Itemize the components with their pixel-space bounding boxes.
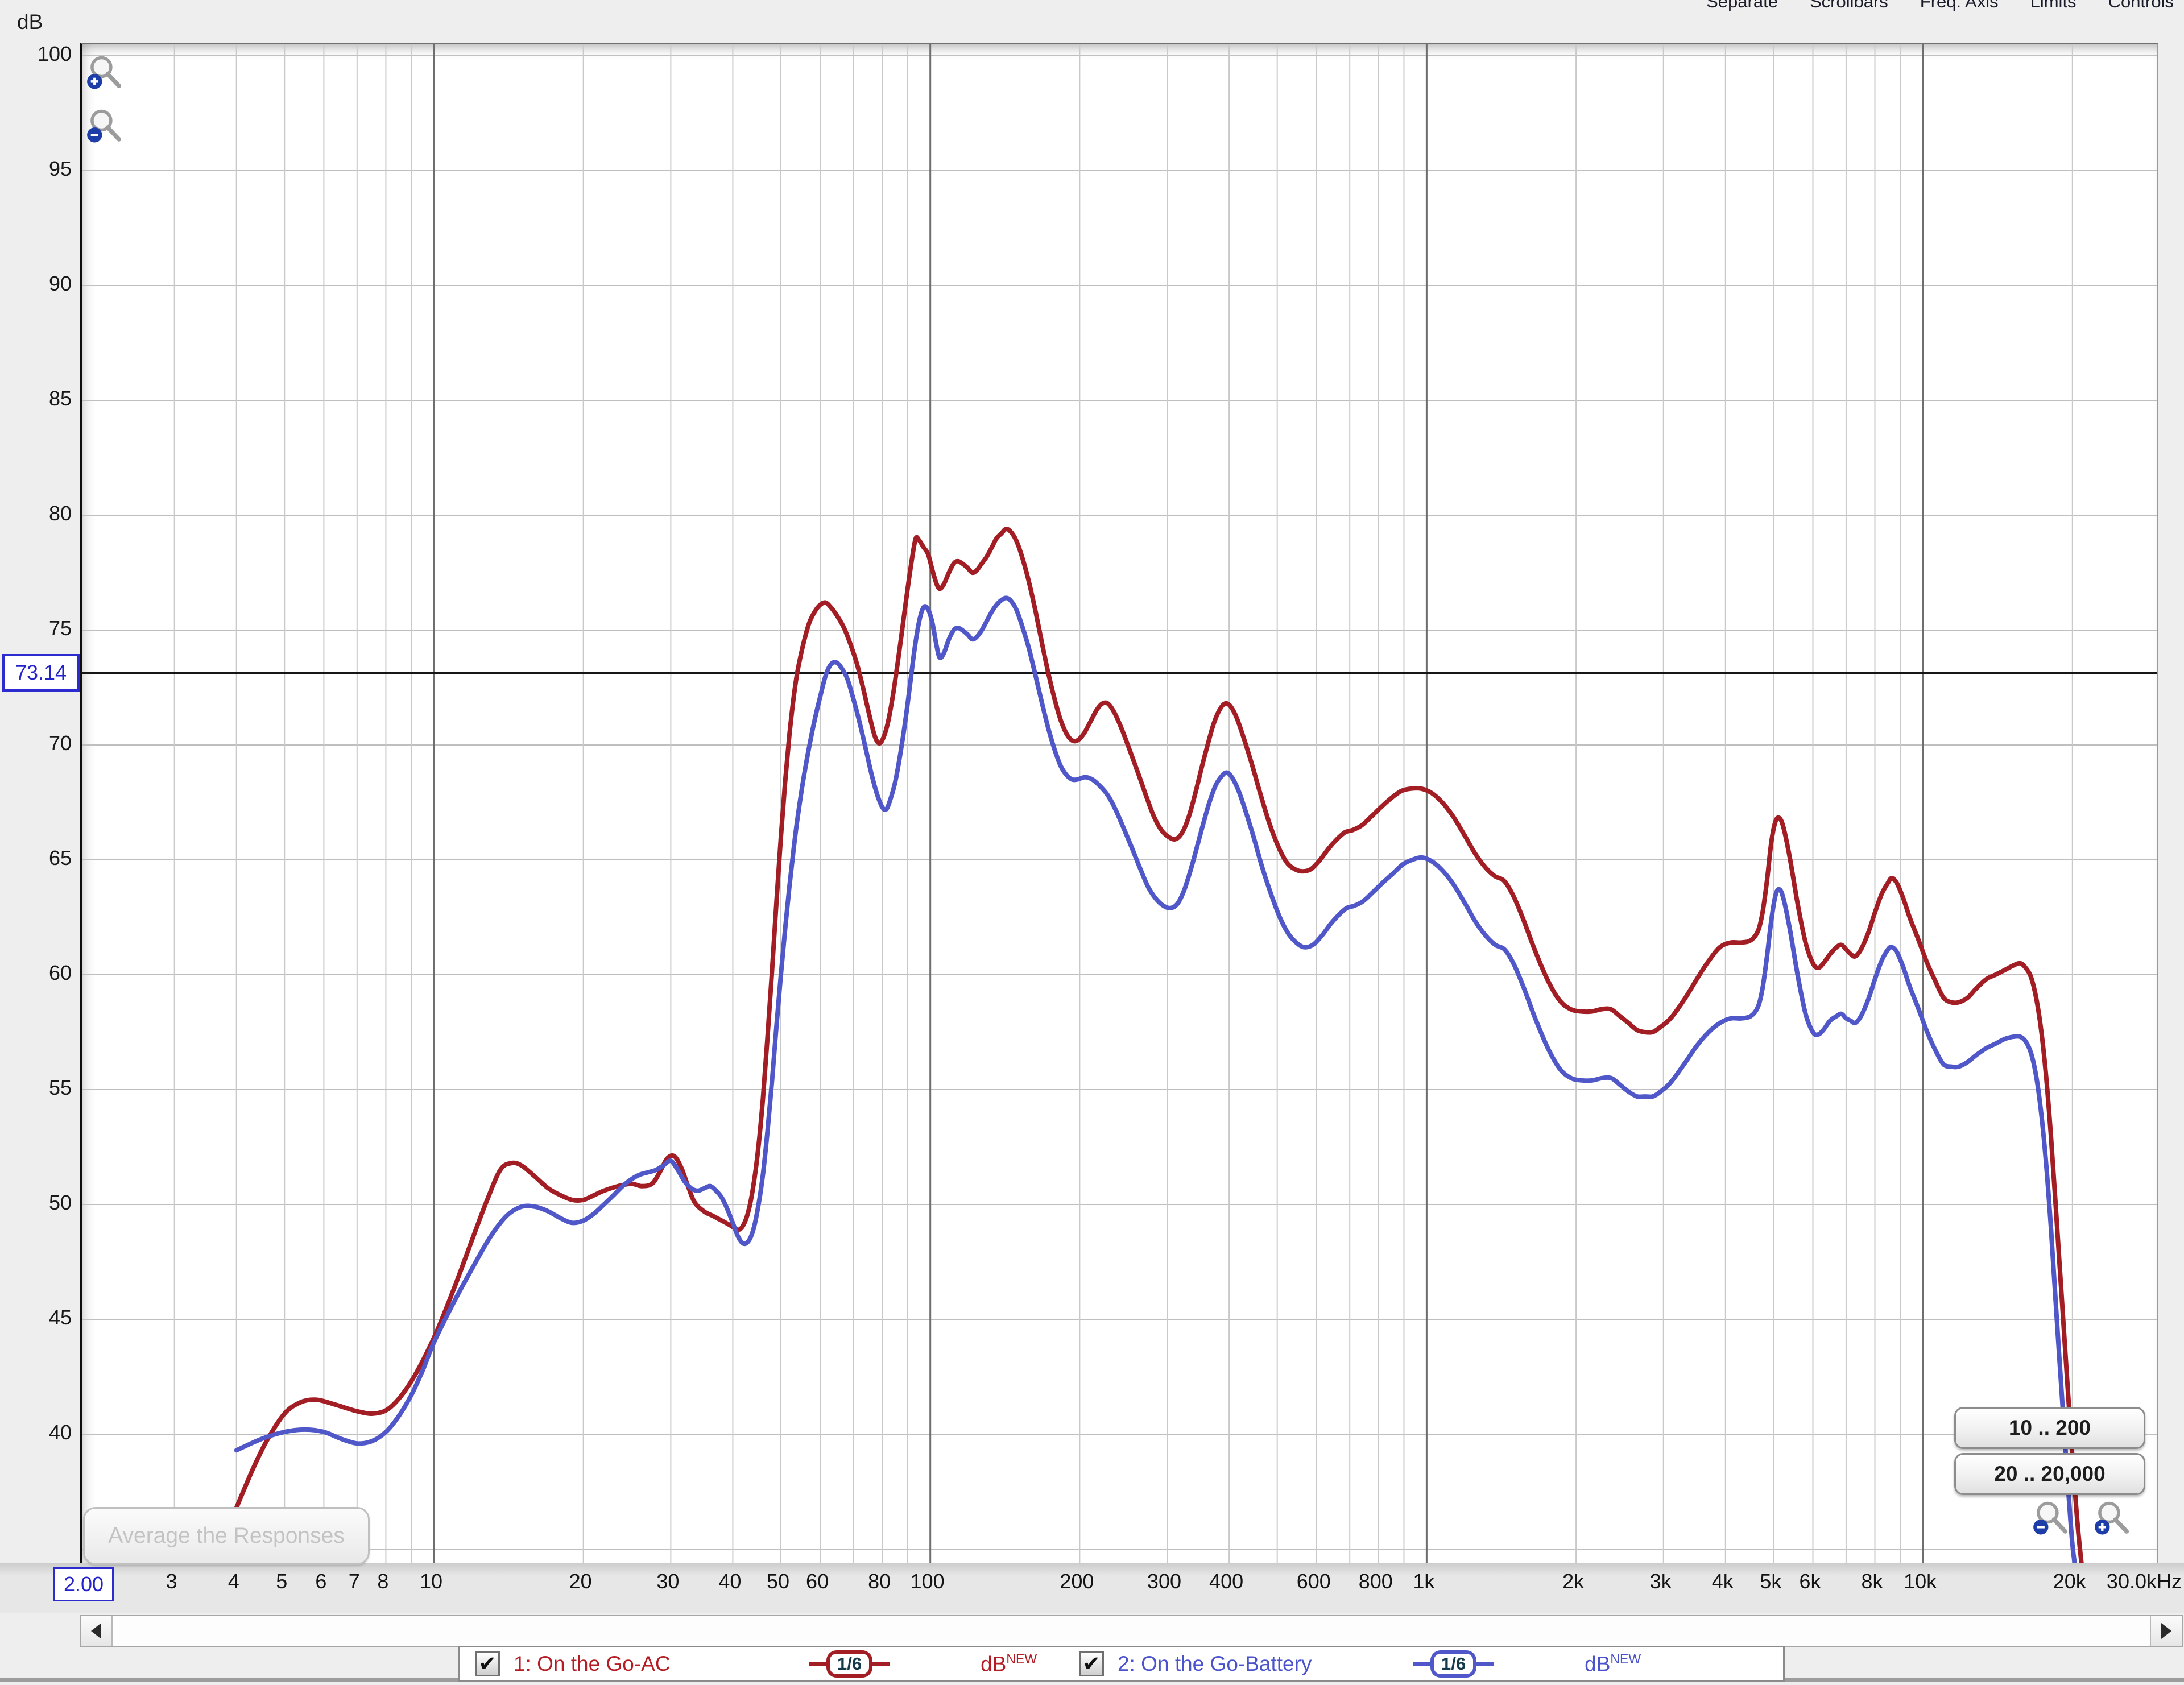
trace-label[interactable]: 2: On the Go-Battery (1118, 1652, 1312, 1675)
y-tick-label: 80 (48, 502, 72, 525)
x-tick-label: 5 (276, 1570, 288, 1593)
average-responses-button[interactable]: Average the Responses (83, 1507, 370, 1565)
x-tick-label: 3k (1649, 1570, 1672, 1593)
range-20-20000-button[interactable]: 20 .. 20,000 (1954, 1453, 2145, 1495)
x-tick-label: 10k (1904, 1570, 1937, 1593)
zoom-in-icon[interactable] (86, 55, 124, 92)
legend-item: ✔ 2: On the Go-Battery 1/6 dBNEW (1079, 1650, 1683, 1678)
x-tick-label: 10 (419, 1570, 442, 1593)
x-tick-label: 800 (1358, 1570, 1393, 1593)
top-menubar: Separate Scrollbars Freq. Axis Limits Contro… (1706, 0, 2174, 12)
legend-item: ✔ 1: On the Go-AC 1/6 dBNEW (475, 1650, 1079, 1678)
x-tick-label: 100 (910, 1570, 945, 1593)
x-tick-label: 8 (377, 1570, 389, 1593)
trace-color-line (1413, 1662, 1431, 1666)
menu-item-separate[interactable]: Separate (1706, 0, 1778, 11)
zoom-out-icon[interactable] (86, 108, 124, 146)
x-tick-label: 200 (1060, 1570, 1094, 1593)
menu-item-limits[interactable]: Limits (2030, 0, 2077, 11)
scrollbar-right-arrow[interactable] (2150, 1616, 2182, 1646)
y-tick-label: 100 (37, 42, 72, 65)
x-tick-label: 4k (1711, 1570, 1734, 1593)
x-axis-min-value[interactable]: 2.00 (53, 1567, 114, 1601)
trace-visible-checkbox[interactable]: ✔ (1079, 1651, 1105, 1676)
y-tick-label: 90 (48, 272, 72, 295)
x-tick-label: 3 (166, 1570, 177, 1593)
range-10-200-button[interactable]: 10 .. 200 (1954, 1407, 2145, 1449)
legend-bar: ✔ 1: On the Go-AC 1/6 dBNEW ✔ 2: On the Go-Ba… (458, 1646, 1785, 1682)
y-tick-label: 75 (48, 616, 72, 640)
x-tick-label: 1k (1413, 1570, 1435, 1593)
y-tick-label: 60 (48, 961, 72, 984)
x-tick-label: 20k (2053, 1570, 2086, 1593)
x-tick-label: 6k (1799, 1570, 1821, 1593)
x-tick-label: 80 (868, 1570, 891, 1593)
x-tick-label: 60 (806, 1570, 829, 1593)
y-tick-label: 70 (48, 731, 72, 755)
menu-item-controls[interactable]: Controls (2108, 0, 2174, 11)
x-tick-label: 4 (228, 1570, 239, 1593)
trace-2-on-the-go-battery (234, 595, 2077, 1563)
y-tick-label: 95 (48, 157, 72, 180)
trace-unit: dBNEW (981, 1651, 1037, 1676)
x-tick-label: 6 (315, 1570, 327, 1593)
trace-unit: dBNEW (1585, 1651, 1641, 1676)
x-tick-label: 2k (1562, 1570, 1585, 1593)
zoom-out-icon[interactable] (2033, 1500, 2070, 1538)
menu-item-freq-axis[interactable]: Freq. Axis (1920, 0, 1999, 11)
spl-graph-area[interactable] (80, 43, 2158, 1564)
x-tick-label: 300 (1147, 1570, 1182, 1593)
left-triangle-icon (91, 1623, 101, 1639)
x-tick-label: 20 (569, 1570, 592, 1593)
scrollbar-left-arrow[interactable] (81, 1616, 113, 1646)
x-tick-label: 7 (348, 1570, 360, 1593)
frequency-response-chart (82, 44, 2157, 1563)
x-tick-label: 600 (1296, 1570, 1331, 1593)
trace-visible-checkbox[interactable]: ✔ (475, 1651, 500, 1676)
trace-1-on-the-go-ac (234, 527, 2084, 1563)
x-tick-label: 50 (766, 1570, 789, 1593)
y-tick-label: 55 (48, 1076, 72, 1099)
y-tick-label: 85 (48, 387, 72, 410)
x-tick-label: 5k (1760, 1570, 1782, 1593)
smoothing-badge[interactable]: 1/6 (809, 1650, 890, 1678)
right-triangle-icon (2161, 1623, 2171, 1639)
smoothing-badge[interactable]: 1/6 (1413, 1650, 1494, 1678)
x-tick-label: 30.0kHz (2106, 1570, 2182, 1593)
smoothing-value: 1/6 (1430, 1650, 1477, 1678)
y-tick-label: 65 (48, 846, 72, 870)
trace-color-line (1476, 1662, 1494, 1666)
smoothing-value: 1/6 (826, 1650, 873, 1678)
x-tick-label: 400 (1209, 1570, 1244, 1593)
x-axis-band (0, 1563, 2184, 1613)
x-tick-label: 8k (1861, 1570, 1883, 1593)
y-tick-label: 50 (48, 1191, 72, 1214)
menu-item-scrollbars[interactable]: Scrollbars (1809, 0, 1888, 11)
trace-color-line (809, 1662, 826, 1666)
x-tick-label: 30 (656, 1570, 680, 1593)
zoom-in-icon[interactable] (2094, 1500, 2132, 1538)
horizontal-scrollbar[interactable] (80, 1615, 2183, 1647)
x-tick-label: 40 (718, 1570, 742, 1593)
trace-label[interactable]: 1: On the Go-AC (514, 1652, 671, 1675)
average-level-readout[interactable]: 73.14 (2, 654, 80, 692)
y-axis-unit-label: dB (17, 10, 43, 34)
y-tick-label: 45 (48, 1306, 72, 1329)
y-tick-label: 40 (48, 1421, 72, 1444)
trace-color-line (872, 1662, 890, 1666)
